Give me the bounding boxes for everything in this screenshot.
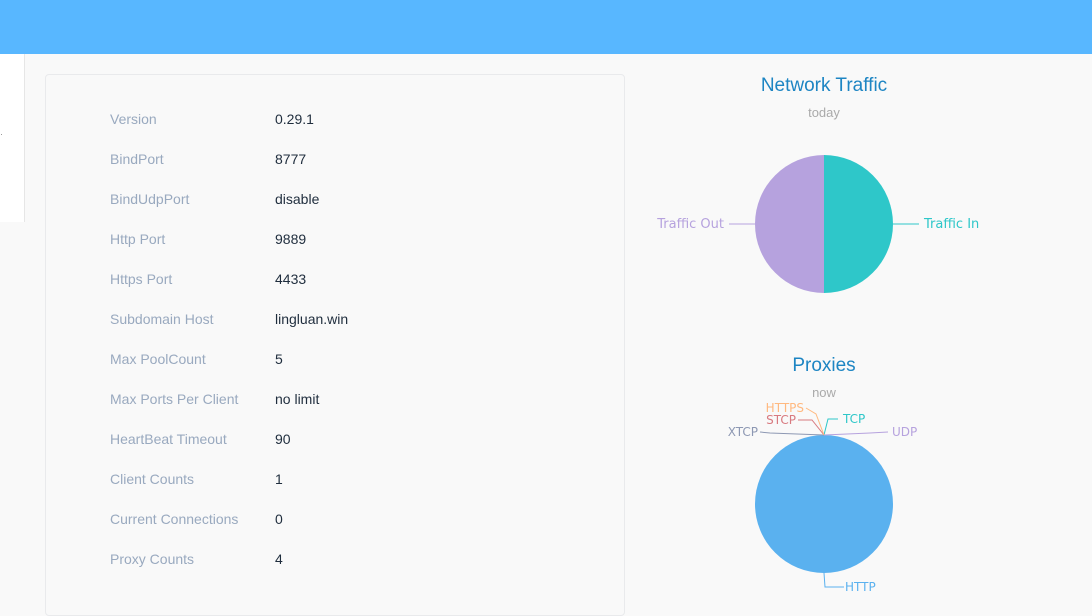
info-row-heartbeat-timeout: HeartBeat Timeout 90 <box>110 429 590 449</box>
pie-label-xtcp: XTCP <box>728 425 758 439</box>
pie-label-line <box>823 431 889 436</box>
info-value: 1 <box>275 471 283 487</box>
pie-label-line <box>823 572 844 588</box>
pie-label-udp: UDP <box>892 425 917 439</box>
info-label: Http Port <box>110 231 166 247</box>
info-row-current-connections: Current Connections 0 <box>110 509 590 529</box>
sidebar-panel: · <box>0 54 25 222</box>
info-label: Https Port <box>110 271 173 287</box>
traffic-pie-chart: Traffic In Traffic Out <box>656 155 979 293</box>
pie-label-line <box>798 419 825 436</box>
info-label: Client Counts <box>110 471 195 487</box>
traffic-chart-subtitle: today <box>808 105 840 120</box>
pie-label-http: HTTP <box>845 580 876 594</box>
info-value: lingluan.win <box>275 311 349 327</box>
info-value: 4433 <box>275 271 307 287</box>
info-label: BindPort <box>110 151 164 167</box>
info-value: 9889 <box>275 231 307 247</box>
pie-label-traffic-in: Traffic In <box>923 217 979 232</box>
top-header-bar <box>0 0 1092 54</box>
info-row-max-pool-count: Max PoolCount 5 <box>110 349 590 369</box>
info-label: Version <box>110 111 157 127</box>
info-value: 8777 <box>275 151 307 167</box>
info-label: Current Connections <box>110 511 239 527</box>
info-row-proxy-counts: Proxy Counts 4 <box>110 549 590 569</box>
info-label: Max PoolCount <box>110 351 206 367</box>
info-value: no limit <box>275 391 320 407</box>
info-row-http-port: Http Port 9889 <box>110 229 590 249</box>
pie-label-line <box>759 431 825 436</box>
info-value: 0 <box>275 511 283 527</box>
info-value: 4 <box>275 551 283 567</box>
info-label: HeartBeat Timeout <box>110 431 227 447</box>
info-value: 0.29.1 <box>275 111 314 127</box>
proxies-chart-subtitle: now <box>812 385 836 400</box>
info-value: 5 <box>275 351 283 367</box>
pie-label-traffic-out: Traffic Out <box>656 217 724 232</box>
pie-label-line <box>805 407 825 436</box>
proxies-chart-title: Proxies <box>792 355 856 376</box>
info-row-bind-port: BindPort 8777 <box>110 149 590 169</box>
pie-label-stcp: STCP <box>766 413 796 427</box>
info-row-https-port: Https Port 4433 <box>110 269 590 289</box>
info-value: disable <box>275 191 320 207</box>
info-row-max-ports-per-client: Max Ports Per Client no limit <box>110 389 590 409</box>
pie-label-https: HTTPS <box>766 401 804 415</box>
info-row-subdomain-host: Subdomain Host lingluan.win <box>110 309 590 329</box>
info-label: Proxy Counts <box>110 551 195 567</box>
info-row-version: Version 0.29.1 <box>110 109 590 129</box>
info-label: Subdomain Host <box>110 311 214 327</box>
info-label: BindUdpPort <box>110 191 190 207</box>
info-label: Max Ports Per Client <box>110 391 239 407</box>
pie-label-tcp: TCP <box>842 412 865 426</box>
pie-label-line <box>823 418 838 436</box>
server-info-card: Version 0.29.1 BindPort 8777 BindUdpPort… <box>45 74 625 616</box>
info-value: 90 <box>275 431 291 447</box>
info-row-client-counts: Client Counts 1 <box>110 469 590 489</box>
pie-slice-traffic-out[interactable] <box>755 155 824 293</box>
sidebar-marker: · <box>0 129 3 139</box>
pie-slice-http[interactable] <box>755 435 893 573</box>
info-row-bind-udp-port: BindUdpPort disable <box>110 189 590 209</box>
pie-slice-traffic-in[interactable] <box>824 155 893 293</box>
traffic-chart-title: Network Traffic <box>760 75 888 96</box>
